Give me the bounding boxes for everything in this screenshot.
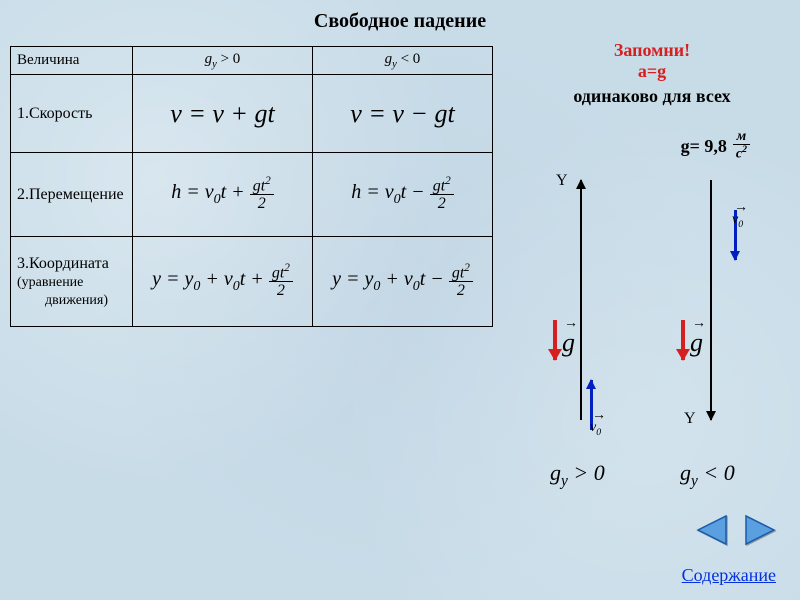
y-axis-label: Y	[556, 172, 568, 190]
g-value: g= 9,8 м c2	[681, 130, 750, 162]
row-coord-label: 3.Координата (уравнение движения)	[11, 237, 133, 327]
g-vector-right: g	[672, 320, 694, 365]
row-speed-neg: v = v − gt	[313, 75, 493, 153]
y-axis-label-bottom: Y	[684, 410, 696, 428]
g-value-unit: м c2	[733, 130, 750, 162]
condition-gy-neg: gy < 0	[680, 460, 735, 490]
formula-table: Величина gy > 0 gy < 0 1.Скорость v = v …	[10, 46, 493, 327]
remember-line1: Запомни!	[522, 40, 782, 61]
row-speed-label: 1.Скорость	[11, 75, 133, 153]
row-coord-pos: y = y0 + v0t + gt22	[133, 237, 313, 327]
g-unit-den: c2	[733, 145, 750, 162]
th-gy-pos: gy > 0	[133, 47, 313, 75]
row-coord-neg: y = y0 + v0t − gt22	[313, 237, 493, 327]
nav-prev-button[interactable]	[692, 510, 732, 550]
th-quantity: Величина	[11, 47, 133, 75]
v0-label: v0	[590, 420, 601, 438]
g-vector-label: g	[562, 328, 575, 358]
v0-label-right: v0	[732, 212, 743, 230]
g-vector-left: g	[544, 320, 566, 365]
row-displacement-pos: h = v0t + gt22	[133, 153, 313, 237]
g-unit-num: м	[733, 130, 750, 145]
row-coord-sublabel: (уравнение движения)	[17, 275, 108, 308]
y-axis-down	[710, 180, 712, 420]
th-gy-neg: gy < 0	[313, 47, 493, 75]
row-speed-pos: v = v + gt	[133, 75, 313, 153]
row-coord-label-text: 3.Координата	[17, 255, 109, 272]
diagram-gy-negative: Y v0 g	[680, 170, 780, 450]
v0-vector-down: v0	[720, 210, 750, 260]
remember-block: Запомни! a=g одинаково для всех	[522, 40, 782, 107]
condition-gy-pos: gy > 0	[550, 460, 605, 490]
row-displacement-neg: h = v0t − gt22	[313, 153, 493, 237]
diagram-gy-positive: Y g v0	[550, 170, 650, 450]
g-value-prefix: g= 9,8	[681, 136, 727, 157]
nav-next-button[interactable]	[740, 510, 780, 550]
arrow-left-icon	[692, 510, 732, 550]
v0-vector-up: v0	[576, 380, 606, 430]
contents-link[interactable]: Содержание	[682, 565, 776, 586]
page-title: Свободное падение	[0, 10, 800, 33]
remember-line2: a=g	[522, 61, 782, 82]
g-vector-label-right: g	[690, 328, 703, 358]
row-displacement-label: 2.Перемещение	[11, 153, 133, 237]
arrow-right-icon	[740, 510, 780, 550]
remember-line3: одинаково для всех	[522, 86, 782, 107]
